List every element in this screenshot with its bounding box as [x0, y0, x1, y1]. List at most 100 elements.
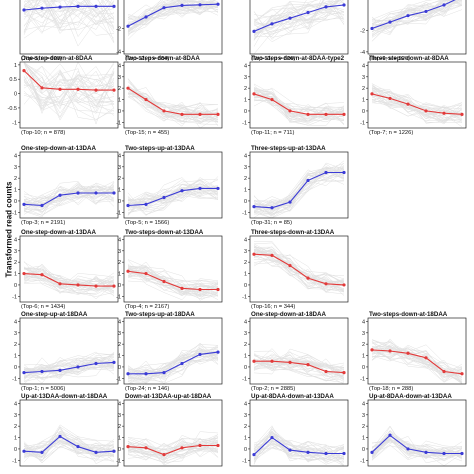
mean-line [253, 253, 345, 286]
y-tick-label: 4 [244, 63, 247, 69]
mean-point [180, 446, 184, 450]
background-traces [371, 0, 463, 42]
panel-frame [249, 0, 349, 55]
panel-frame [19, 151, 119, 219]
gene-trace [23, 0, 115, 12]
y-tick-label: -0.5 [8, 106, 17, 112]
mean-point [40, 369, 44, 374]
gene-trace [23, 0, 115, 23]
y-tick-label: 2 [118, 176, 121, 182]
gene-trace [127, 345, 219, 373]
panel-2: -4 -2 (Top-12; n = 684) [116, 0, 223, 62]
panel-title: Up-at-8DAA-down-at-13DAA [369, 393, 452, 400]
gene-trace [253, 248, 345, 292]
mean-point [112, 4, 116, 8]
panel-title: Two-steps-up-at-18DAA [125, 311, 195, 318]
gene-trace [253, 165, 345, 219]
mean-line [127, 270, 218, 291]
mean-point [216, 112, 220, 116]
y-tick-label: -1 [116, 376, 121, 382]
y-tick-label: 3 [14, 249, 17, 255]
y-tick-label: 2 [244, 260, 247, 266]
gene-trace [253, 163, 345, 214]
gene-trace [23, 353, 115, 379]
panel-19: 4 3 2 1 0 -1 Up-at-13DAA-down-at-18DAA [12, 393, 119, 467]
y-tick-label: -1 [116, 210, 121, 216]
mean-point [180, 189, 184, 193]
gene-trace [253, 91, 345, 122]
gene-trace [23, 66, 115, 118]
mean-line [127, 87, 218, 115]
background-traces [23, 61, 115, 125]
panel-title: Up-at-8DAA-down-at-13DAA [251, 393, 334, 400]
gene-trace [127, 437, 219, 456]
y-tick-label: 3 [244, 75, 247, 81]
mean-point [198, 352, 202, 357]
mean-point [198, 443, 202, 448]
mean-point [252, 92, 256, 96]
panel-frame [19, 235, 119, 303]
y-tick-label: -1 [116, 120, 121, 126]
panel-frame [123, 61, 223, 129]
background-traces [127, 431, 219, 466]
gene-trace [127, 85, 219, 122]
gene-trace [371, 0, 455, 32]
gene-trace [127, 264, 219, 301]
y-tick-label: 3 [244, 413, 247, 419]
mean-point [288, 16, 292, 20]
gene-trace [23, 364, 115, 376]
y-tick-label: 3 [362, 413, 365, 419]
gene-trace [127, 191, 219, 202]
background-traces [371, 338, 463, 385]
panel-14: 4 3 2 1 0 -1 Three-steps-down-at-13DAA (Top-16;… [242, 229, 349, 310]
mean-point [442, 111, 446, 115]
gene-trace [371, 96, 463, 123]
panel-13: 4 3 2 1 0 -1 Two-steps-down-at-13DAA (Top-4; n … [116, 229, 223, 310]
gene-trace [253, 0, 339, 35]
gene-trace [23, 267, 115, 289]
mean-point [40, 86, 44, 90]
gene-trace [23, 352, 115, 379]
y-tick-label: 1 [118, 436, 121, 442]
cluster-label: (Top-3; n = 2191) [21, 220, 65, 226]
gene-trace [253, 93, 345, 123]
mean-point [162, 109, 166, 113]
gene-trace [127, 186, 219, 204]
cluster-label: (Top-16; n = 344) [251, 304, 295, 310]
y-tick-label: 4 [244, 153, 247, 159]
mean-point [22, 202, 26, 206]
y-tick-label: 0 [14, 365, 17, 371]
gene-trace [23, 432, 115, 462]
gene-trace [23, 0, 115, 26]
panel-frame [123, 399, 223, 467]
gene-trace [127, 0, 219, 37]
gene-trace [371, 444, 463, 455]
mean-point [76, 445, 80, 449]
mean-point [288, 263, 292, 268]
gene-trace [371, 84, 463, 122]
gene-trace [371, 431, 463, 456]
gene-trace [253, 348, 345, 375]
y-tick-label: 0 [14, 283, 17, 289]
y-tick-label: 4 [14, 153, 17, 159]
panel-11: 4 3 2 1 0 -1 Three-steps-up-at-13DAA (Top-31; n… [242, 145, 349, 226]
gene-trace [371, 91, 463, 120]
gene-trace [371, 342, 463, 375]
mean-point [216, 287, 220, 292]
gene-trace [23, 182, 115, 210]
gene-trace [253, 0, 345, 36]
gene-trace [253, 10, 345, 39]
mean-line [254, 360, 345, 374]
mean-point [424, 9, 428, 14]
mean-point [406, 14, 410, 18]
panel-16: 4 3 2 1 0 -1 Two-steps-up-at-18DAA (Top-24; n =… [116, 311, 223, 392]
gene-trace [127, 190, 219, 215]
panel-title: One-step-down-at-18DAA [251, 311, 326, 318]
y-tick-label: 1 [14, 188, 17, 194]
mean-line [371, 0, 456, 30]
gene-trace [253, 425, 345, 462]
y-tick-label: -1 [12, 120, 17, 126]
panel-22: 4 3 2 1 0 -1 Up-at-8DAA-down-at-13DAA [360, 393, 467, 467]
y-tick-label: 1 [244, 354, 247, 360]
gene-trace [23, 0, 115, 38]
